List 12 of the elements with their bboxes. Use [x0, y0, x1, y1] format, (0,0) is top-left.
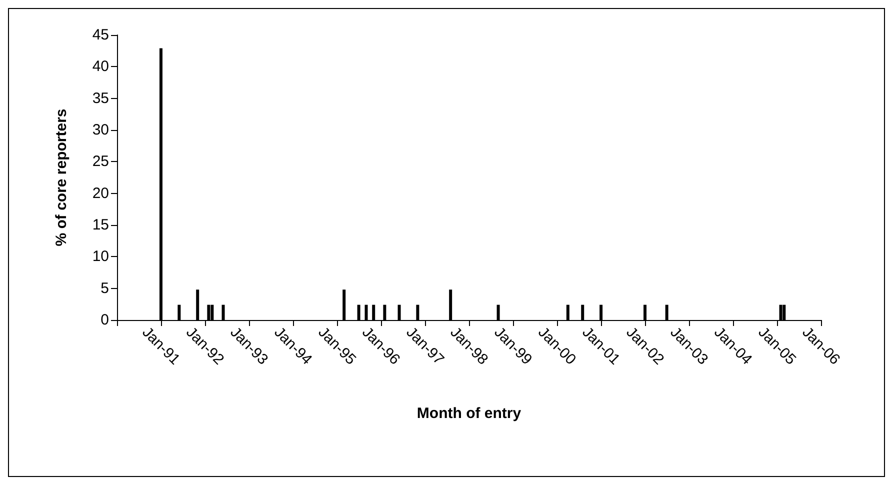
y-tick-label: 15 — [92, 216, 109, 234]
y-tick-label: 35 — [92, 90, 109, 107]
y-axis-title: % of core reporters — [53, 108, 70, 246]
y-tick-label: 45 — [92, 26, 109, 44]
y-tick-label: 5 — [100, 280, 109, 297]
x-axis-title: Month of entry — [416, 405, 522, 422]
y-tick-label: 0 — [100, 312, 109, 328]
y-tick-label: 40 — [92, 58, 109, 76]
y-tick-label: 30 — [92, 122, 109, 138]
y-tick-label: 20 — [92, 184, 109, 202]
y-tick-label: 25 — [92, 153, 109, 170]
y-tick-label: 10 — [92, 248, 109, 266]
